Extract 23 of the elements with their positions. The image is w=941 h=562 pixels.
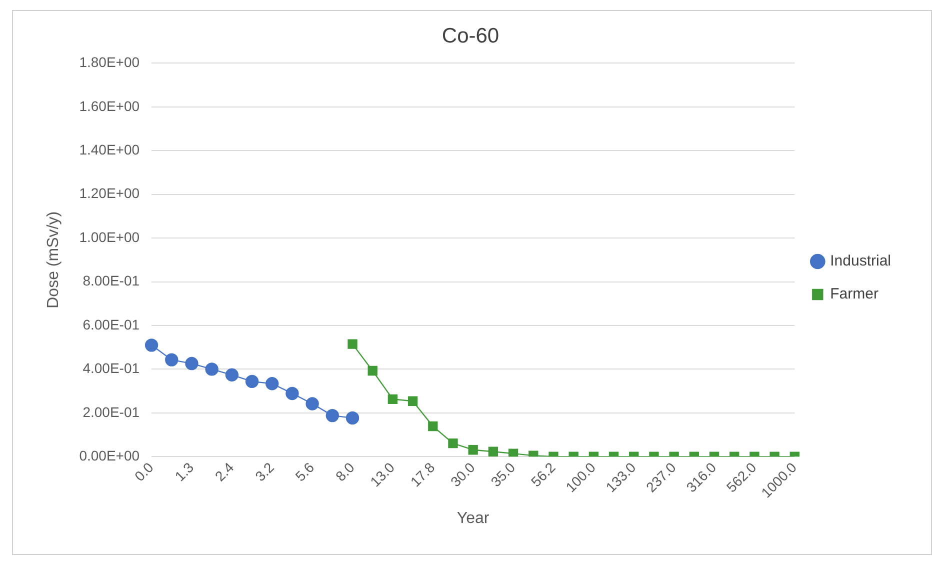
x-tick-label: 3.2 [252,458,278,484]
x-tick-label: 30.0 [447,458,478,490]
x-tick-label: 1.3 [172,458,197,484]
chart-title: Co-60 [442,24,500,48]
y-tick-label: 1.60E+00 [79,98,140,114]
x-tick-label: 5.6 [292,458,318,484]
x-tick-label: 56.2 [528,458,558,490]
y-tick-label: 1.20E+00 [79,185,140,202]
y-tick-label: 2.00E-01 [82,404,140,420]
legend-label: Industrial [830,252,892,270]
x-tick-label: 35.0 [488,458,518,490]
x-tick-label: 2.4 [212,458,237,484]
y-tick-label: 0.00E+00 [79,448,140,464]
y-tick-label: 8.00E-01 [82,272,140,289]
x-tick-label: 8.0 [332,458,358,484]
y-tick-label: 1.40E+00 [79,141,140,158]
x-axis-title: Year [456,510,490,527]
legend-label: Farmer [830,286,878,303]
y-tick-label: 6.00E-01 [82,316,140,332]
y-tick-label: 1.80E+00 [79,54,140,70]
y-axis-title: Dose (mSv/y) [45,211,62,308]
y-tick-label: 1.00E+00 [79,228,140,245]
y-tick-label: 4.00E-01 [82,360,140,376]
